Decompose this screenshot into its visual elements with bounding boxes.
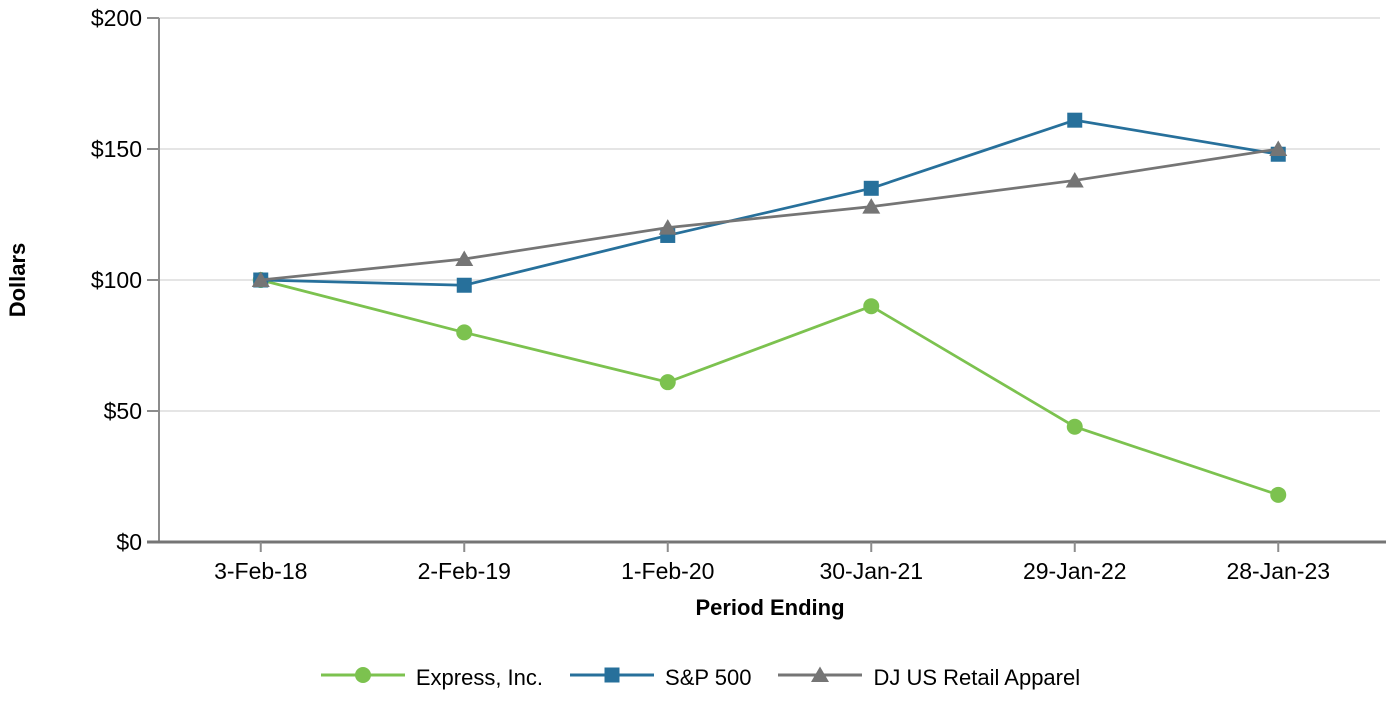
x-tick-label: 1-Feb-20 — [621, 558, 715, 584]
data-point-circle — [456, 324, 473, 341]
series-line-dj-us-retail-apparel — [260, 147, 1279, 282]
legend-item-express: Express, Inc. — [320, 663, 543, 692]
legend-swatch — [570, 667, 655, 683]
data-point-circle — [1270, 486, 1287, 503]
x-tick-label: 2-Feb-19 — [417, 558, 511, 584]
legend-marker-triangle — [811, 666, 830, 682]
data-point-circle — [1066, 418, 1083, 435]
data-point-triangle — [658, 219, 677, 235]
series-line-express-inc- — [260, 278, 1279, 497]
data-point-triangle — [251, 271, 270, 287]
line-circle-marker-icon — [320, 663, 406, 692]
y-tick-label: $50 — [103, 398, 142, 424]
x-tick-label: 29-Jan-22 — [1022, 558, 1127, 584]
line-triangle-marker-icon — [777, 663, 863, 692]
series-line-s-p-500 — [260, 118, 1279, 287]
chart-legend: Express, Inc. S&P 500 DJ US Retail Appar… — [0, 663, 1400, 692]
y-tick-label: $150 — [90, 136, 142, 162]
data-point-square — [863, 180, 879, 196]
data-point-triangle — [862, 198, 881, 214]
line-square-marker-icon — [569, 663, 655, 692]
y-tick-label: $200 — [90, 5, 142, 31]
legend-label: S&P 500 — [665, 664, 752, 690]
x-axis-title: Period Ending — [695, 595, 845, 620]
y-tick-label: $100 — [90, 267, 142, 293]
x-tick-label: 30-Jan-21 — [819, 558, 924, 584]
y-tick-label: $0 — [116, 529, 142, 555]
legend-item-sp500: S&P 500 — [569, 663, 751, 692]
data-point-triangle — [455, 250, 474, 267]
legend-swatch — [320, 667, 405, 683]
legend-label: Express, Inc. — [415, 664, 544, 690]
y-axis-title: Dollars — [5, 242, 30, 318]
legend-label: DJ US Retail Apparel — [873, 664, 1081, 690]
x-tick-label: 3-Feb-18 — [214, 558, 308, 584]
legend-marker-square — [604, 667, 620, 683]
legend-swatch — [778, 666, 863, 682]
legend-item-dj-us-retail-apparel: DJ US Retail Apparel — [777, 663, 1080, 692]
data-point-square — [456, 277, 472, 293]
data-point-circle — [659, 374, 676, 391]
legend-marker-circle — [354, 667, 371, 683]
data-point-triangle — [1065, 171, 1084, 188]
data-point-circle — [863, 298, 880, 315]
x-tick-label: 28-Jan-23 — [1226, 558, 1331, 584]
data-point-triangle — [1269, 140, 1288, 156]
data-point-square — [1067, 112, 1083, 128]
